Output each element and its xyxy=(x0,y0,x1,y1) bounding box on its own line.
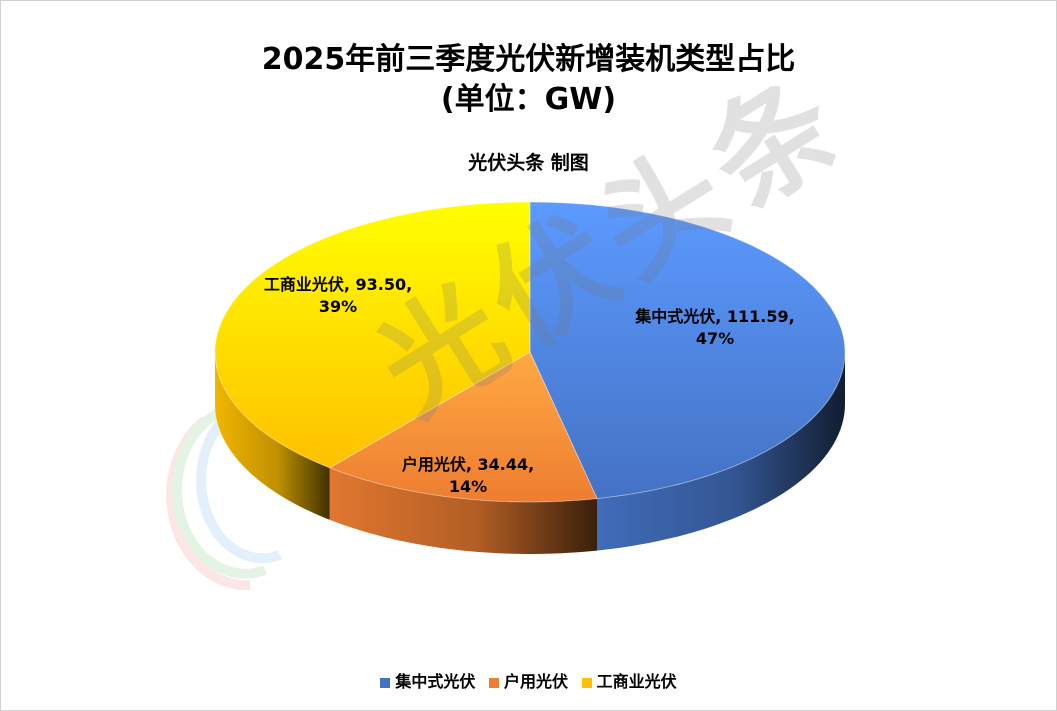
pie-labels: 集中式光伏, 111.59, 47% 户用光伏, 34.44, 14% 工商业光伏, 9… xyxy=(264,275,795,496)
chart-title: 2025年前三季度光伏新增装机类型占比 (单位：GW) xyxy=(0,40,1057,120)
legend-item-residential: 户用光伏 xyxy=(488,668,568,692)
data-label-residential: 户用光伏, 34.44, 14% xyxy=(402,455,534,496)
legend-item-commercial: 工商业光伏 xyxy=(581,668,677,692)
slice-centralized-side xyxy=(597,352,845,551)
legend-swatch-residential xyxy=(488,677,499,688)
legend-swatch-commercial xyxy=(581,677,592,688)
pie-tops xyxy=(214,201,846,503)
legend-label-residential: 户用光伏 xyxy=(503,672,568,691)
slice-commercial-side xyxy=(215,352,330,520)
slice-residential-side xyxy=(329,467,597,554)
legend-label-commercial: 工商业光伏 xyxy=(596,672,677,691)
legend-item-centralized: 集中式光伏 xyxy=(380,668,475,692)
legend-swatch-centralized xyxy=(380,677,391,688)
pie-sides xyxy=(215,352,845,554)
slice-centralized xyxy=(529,201,846,500)
chart-subtitle: 光伏头条 制图 xyxy=(468,152,589,174)
chart-title-line-2: (单位：GW) xyxy=(440,82,617,117)
data-label-centralized: 集中式光伏, 111.59, 47% xyxy=(634,307,794,348)
data-label-commercial: 工商业光伏, 93.50, 39% xyxy=(264,275,412,316)
legend: 集中式光伏 户用光伏 工商业光伏 xyxy=(0,668,1057,692)
slice-residential xyxy=(328,351,598,503)
slice-commercial xyxy=(214,201,531,469)
legend-label-centralized: 集中式光伏 xyxy=(395,672,476,691)
chart-title-line-1: 2025年前三季度光伏新增装机类型占比 xyxy=(261,42,796,77)
